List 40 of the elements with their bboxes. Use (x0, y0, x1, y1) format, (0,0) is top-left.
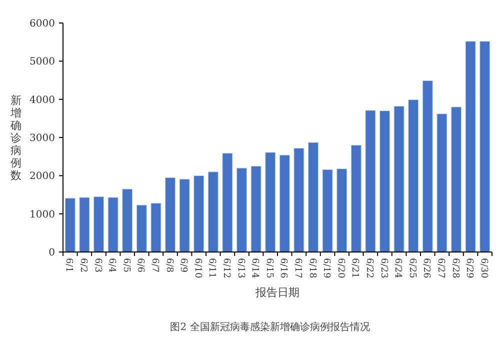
x-tick-label: 6/9 (178, 258, 188, 273)
x-tick-label: 6/15 (264, 258, 274, 278)
x-tick-label: 6/6 (135, 258, 146, 273)
x-tick-label: 6/19 (321, 258, 332, 278)
x-tick-label: 6/26 (421, 258, 432, 278)
x-tick-label: 6/21 (350, 258, 360, 278)
y-axis-title: 新增确诊病例数 (10, 94, 22, 182)
x-tick-label: 6/16 (278, 258, 288, 278)
x-tick-label: 6/28 (450, 258, 460, 278)
text: 图2 全国新冠病毒感染新增确诊病例报告情况 (170, 321, 370, 333)
y-tick-label: 5000 (30, 56, 55, 68)
x-tick-label: 6/23 (378, 258, 388, 278)
x-axis-title: 报告日期 (254, 286, 300, 299)
y-tick-label: 4000 (30, 94, 55, 106)
x-tick-label: 6/3 (92, 258, 102, 273)
y-tick-label: 3000 (30, 133, 55, 144)
x-tick-label: 6/2 (78, 258, 88, 272)
x-tick-label: 6/8 (164, 258, 174, 273)
x-tick-label: 6/18 (306, 258, 317, 278)
x-tick-label: 6/5 (120, 258, 131, 273)
x-tick-label: 6/17 (292, 258, 302, 278)
x-tick-label: 6/10 (192, 258, 202, 278)
x-tick-label: 6/13 (235, 258, 246, 278)
x-tick-label: 6/24 (392, 258, 403, 278)
x-tick-label: 6/25 (406, 258, 417, 278)
y-tick-label: 2000 (30, 171, 55, 182)
x-tick-label: 6/4 (106, 258, 117, 273)
x-tick-label: 6/20 (335, 258, 346, 278)
x-tick-label: 6/30 (478, 258, 488, 278)
x-tick-label: 6/12 (220, 258, 231, 278)
x-tick-label: 6/1 (64, 258, 74, 272)
x-tick-label: 6/11 (206, 258, 217, 278)
y-tick-label: 0 (48, 248, 55, 258)
x-tick-label: 6/14 (250, 258, 260, 278)
x-tick-label: 6/22 (364, 258, 374, 278)
x-tick-label: 6/27 (435, 258, 446, 278)
x-tick-label: 6/7 (149, 258, 160, 273)
x-tick-label: 6/29 (464, 258, 474, 278)
y-tick-label: 1000 (30, 209, 55, 220)
y-tick-label: 6000 (30, 18, 55, 30)
